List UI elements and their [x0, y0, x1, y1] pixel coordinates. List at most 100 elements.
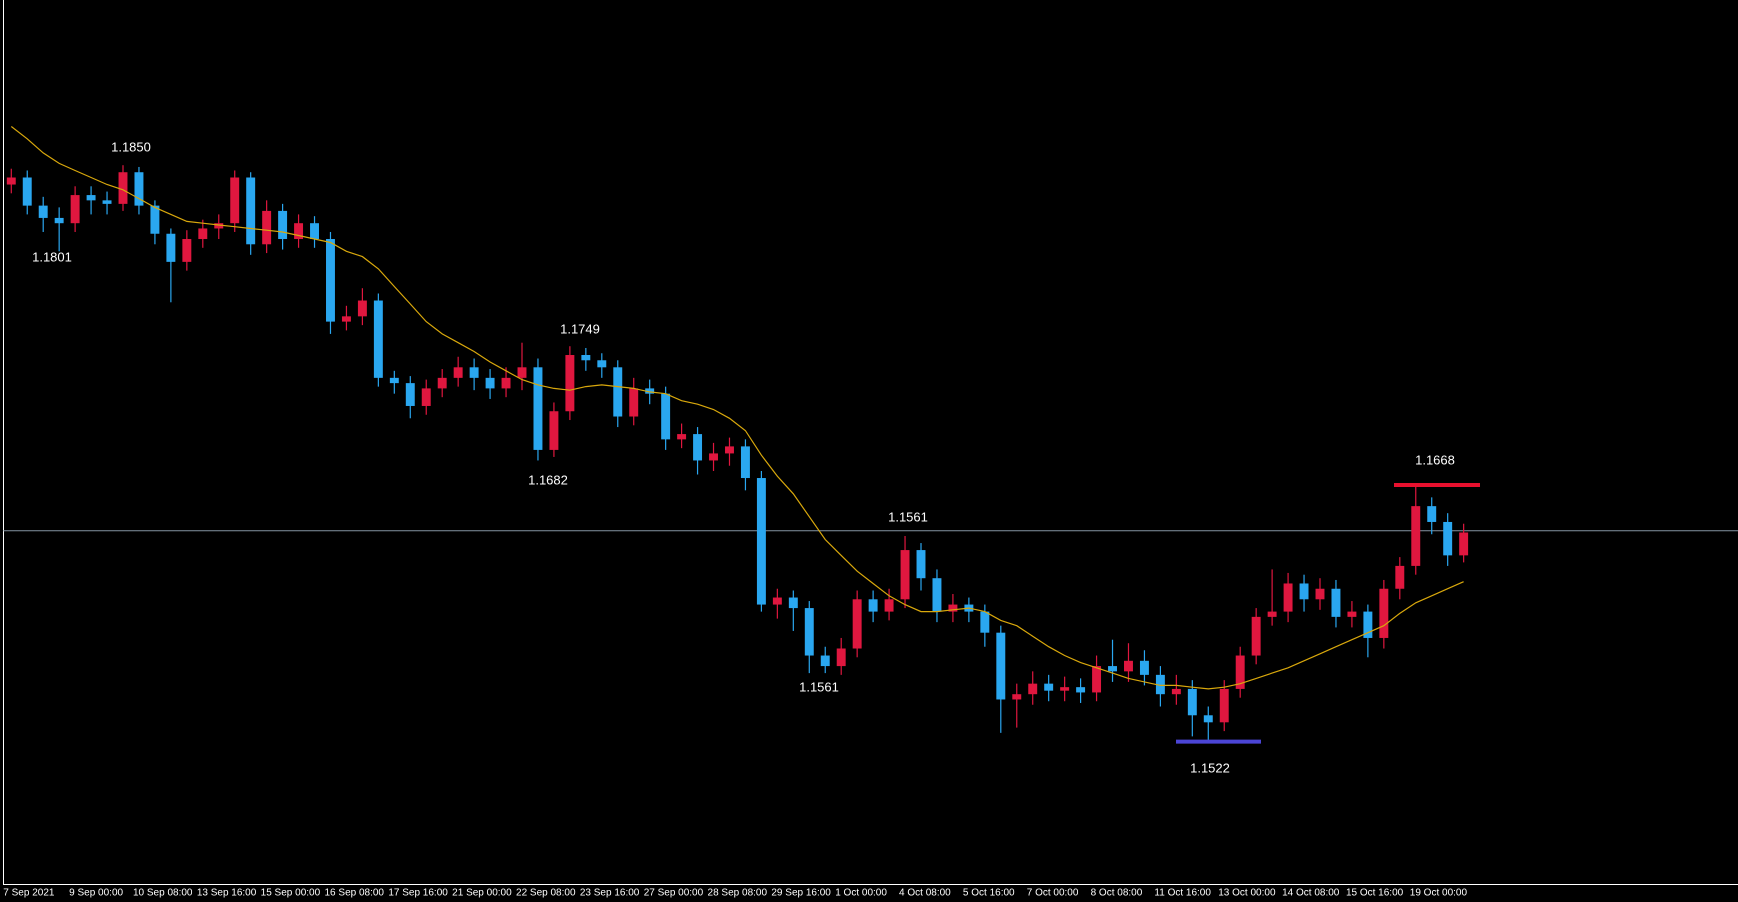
candle-body: [230, 177, 240, 224]
candle-body: [1108, 666, 1117, 672]
x-tick-label: 14 Oct 08:00: [1282, 888, 1340, 899]
candle-body: [118, 172, 128, 204]
price-annotation: 1.1801: [32, 249, 72, 264]
candle-body: [70, 195, 80, 224]
x-tick-label: 28 Sep 08:00: [708, 888, 768, 899]
candle-body: [1459, 532, 1469, 556]
price-annotation: 1.1561: [888, 509, 928, 524]
candle-body: [852, 599, 862, 649]
price-annotation: 1.1561: [799, 679, 839, 694]
candle-body: [677, 434, 687, 440]
candle-body: [565, 355, 575, 412]
candle-body: [54, 217, 64, 224]
x-tick-label: 1 Oct 00:00: [835, 888, 887, 899]
candle-body: [1044, 683, 1054, 691]
x-tick-label: 7 Sep 2021: [3, 888, 55, 899]
candle-body: [150, 205, 160, 234]
candle-body: [38, 205, 48, 218]
candle-body: [1427, 506, 1437, 522]
candle-body: [1076, 687, 1086, 693]
candle-body: [134, 172, 144, 206]
candle-body: [1251, 616, 1261, 656]
candle-body: [788, 597, 798, 609]
candle-body: [1187, 688, 1197, 716]
candle-body: [1267, 611, 1277, 617]
x-tick-label: 19 Oct 00:00: [1410, 888, 1468, 899]
candle-body: [22, 177, 32, 206]
x-tick-label: 13 Sep 16:00: [197, 888, 257, 899]
candle-body: [820, 655, 830, 667]
candle-body: [389, 377, 399, 384]
candle-body: [278, 210, 288, 240]
candle-body: [1219, 688, 1229, 723]
candle-body: [613, 367, 623, 417]
candle-body: [102, 200, 112, 204]
candle-body: [326, 239, 335, 322]
candle-body: [421, 388, 431, 406]
x-tick-label: 23 Sep 16:00: [580, 888, 640, 899]
candle-body: [533, 367, 543, 450]
candle-body: [1092, 666, 1102, 693]
candle-body: [341, 316, 351, 322]
candle-body: [214, 223, 224, 229]
candle-body: [437, 377, 447, 389]
candle-body: [1379, 588, 1389, 638]
x-tick-label: 9 Sep 00:00: [69, 888, 123, 899]
x-tick-label: 13 Oct 00:00: [1218, 888, 1276, 899]
candle-body: [772, 597, 782, 605]
x-tick-label: 15 Oct 16:00: [1346, 888, 1404, 899]
candle-body: [262, 210, 272, 245]
candle-body: [868, 599, 878, 612]
price-annotation: 1.1749: [560, 321, 600, 336]
price-annotation: 1.1522: [1190, 760, 1230, 775]
candle-body: [645, 388, 655, 394]
candle-body: [1124, 660, 1133, 672]
candle-body: [357, 300, 367, 317]
candle-body: [1028, 683, 1038, 695]
candle-body: [709, 453, 718, 461]
candle-body: [1347, 611, 1357, 617]
candle-body: [932, 578, 942, 612]
candle-body: [1060, 687, 1070, 691]
candle-body: [661, 393, 671, 440]
x-tick-label: 15 Sep 00:00: [261, 888, 321, 899]
candle-body: [310, 223, 319, 240]
x-tick-label: 27 Sep 00:00: [644, 888, 704, 899]
candle-body: [629, 388, 639, 417]
x-tick-label: 7 Oct 00:00: [1027, 888, 1079, 899]
candle-body: [756, 478, 766, 605]
candle-body: [900, 550, 910, 600]
candle-body: [6, 177, 16, 185]
candle-body: [485, 377, 495, 389]
candle-body: [996, 632, 1006, 700]
candle-body: [884, 599, 894, 612]
candle-body: [597, 360, 607, 368]
candle-body: [501, 377, 511, 389]
candle-body: [980, 611, 990, 633]
candle-body: [804, 608, 814, 656]
candle-body: [1235, 655, 1245, 689]
candle-body: [1331, 588, 1341, 617]
price-annotation: 1.1668: [1415, 452, 1455, 467]
candle-body: [1171, 688, 1181, 695]
candle-body: [1315, 588, 1325, 600]
x-tick-label: 22 Sep 08:00: [516, 888, 576, 899]
candle-body: [1395, 565, 1405, 589]
x-tick-label: 16 Sep 08:00: [325, 888, 385, 899]
x-tick-label: 4 Oct 08:00: [899, 888, 951, 899]
candle-body: [517, 367, 527, 378]
candle-body: [246, 177, 256, 245]
candle-body: [1411, 506, 1421, 566]
candle-body: [1443, 521, 1453, 556]
x-tick-label: 21 Sep 00:00: [452, 888, 512, 899]
price-annotation: 1.1850: [111, 139, 151, 154]
x-tick-label: 10 Sep 08:00: [133, 888, 193, 899]
candle-body: [1299, 583, 1309, 600]
candle-body: [405, 383, 415, 406]
candle-body: [453, 367, 463, 378]
candle-body: [740, 446, 750, 479]
candle-body: [549, 411, 559, 450]
candle-body: [1203, 715, 1213, 723]
